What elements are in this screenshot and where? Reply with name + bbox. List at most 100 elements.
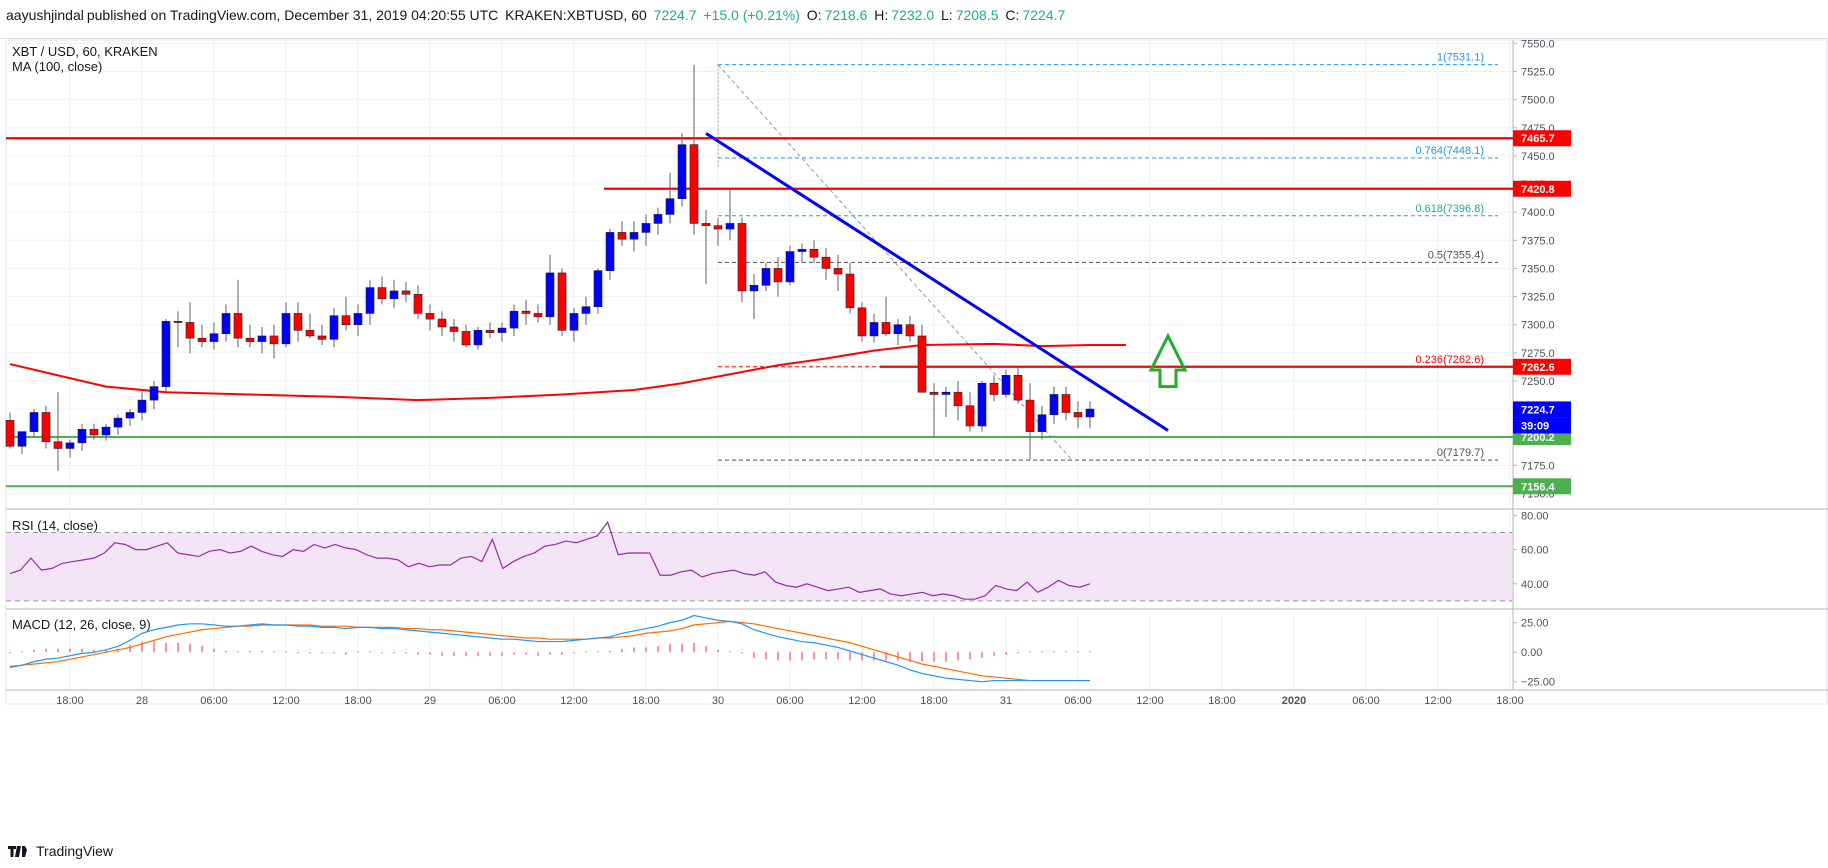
price-level-badge-text: 7262.6 [1521,362,1555,374]
bull-candle [221,313,231,335]
author-name[interactable]: aayushjindal [6,7,84,23]
rsi-y-tick-label: 60.00 [1521,545,1549,557]
bull-candle [113,417,123,428]
bull-candle [749,285,759,292]
bull-candle [569,313,579,331]
bull-candle [17,431,27,447]
x-tick-label: 18:00 [632,695,660,707]
bear-candle [917,335,927,393]
bull-candle [893,324,903,335]
y-tick-label: 7275.0 [1521,348,1555,360]
bear-candle [701,223,711,226]
y-tick-label: 7375.0 [1521,235,1555,247]
bull-candle [497,327,507,333]
bear-candle [533,313,543,318]
x-tick-label: 31 [1000,695,1012,707]
bear-candle [689,144,699,224]
bear-candle [881,322,891,335]
x-tick-label: 12:00 [1136,695,1164,707]
bear-candle [857,307,867,337]
ma-legend-title: MA (100, close) [12,59,102,74]
x-tick-label: 28 [136,695,148,707]
macd-signal-line [9,620,1090,682]
high-value: 7232.0 [891,7,935,23]
x-tick-label: 18:00 [56,695,84,707]
bull-candle [869,322,879,337]
bear-candle [233,313,243,339]
bear-candle [1061,394,1071,413]
x-tick-label: 06:00 [488,695,516,707]
last-price-badge-text: 7224.7 [1521,404,1555,416]
bull-candle [473,330,483,346]
chart-frame [5,39,1828,705]
bear-candle [317,335,327,340]
price-chart[interactable]: 18:00 28 06:00 12:00 18:00 29 06:00 12:00 18:00 3… [0,0,1828,838]
bull-candle [605,232,615,271]
bear-candle [929,391,939,395]
bear-candle [1025,399,1035,432]
ma100-line [9,342,1126,402]
rsi-line [9,520,1091,600]
x-tick-label: 06:00 [200,695,228,707]
bull-candle [281,313,291,345]
fib-level-label: 0.236(7262.6) [1416,354,1485,366]
high-label: H: [874,7,889,23]
bull-candle [101,426,111,436]
candles [5,64,1095,471]
bull-candle [941,391,951,395]
y-tick-label: 7250.0 [1521,376,1555,388]
y-tick-label: 7325.0 [1521,292,1555,304]
price-level-badge-text: 7200.2 [1521,432,1555,444]
bull-candle [257,335,267,342]
price-level-badge-text: 7156.4 [1521,481,1556,493]
low-label: L: [941,7,953,23]
bear-candle [341,315,351,326]
bull-candle [29,412,39,432]
bull-candle [149,386,159,401]
x-tick-label: 30 [712,695,724,707]
countdown-badge [1513,417,1571,434]
open-value: 7218.6 [824,7,868,23]
bear-candle [845,273,855,309]
rsi-y-tick-label: 80.00 [1521,510,1549,522]
x-tick-label: 18:00 [1208,695,1236,707]
bullish-arrow-icon [1148,332,1188,389]
footer-brand[interactable]: TradingView [36,843,114,859]
bull-candle [389,290,399,300]
bull-candle [581,306,591,314]
bear-candle [989,382,999,395]
bear-candle [185,322,195,339]
x-tick-label: 12:00 [1424,695,1452,707]
price-level-badge [1513,478,1571,495]
macd-line [9,614,1090,683]
countdown-badge-text: 39:09 [1521,420,1549,432]
x-tick-label: 18:00 [1496,695,1524,707]
bear-candle [425,313,435,320]
bull-candle [785,251,795,283]
x-tick-label: 12:00 [848,695,876,707]
rsi-pane-title: RSI (14, close) [12,518,98,533]
macd-y-tick-label: 0.00 [1521,647,1542,659]
bear-candle [485,330,495,333]
bear-candle [461,331,471,346]
footer: TradingView [8,838,113,864]
price-level-badge [1513,180,1571,197]
bull-candle [509,310,519,329]
bear-candle [305,330,315,337]
bull-candle [353,313,363,326]
rsi-y-tick-label: 40.00 [1521,579,1549,591]
y-tick-label: 7500.0 [1521,95,1555,107]
price-level-badge-text: 7465.7 [1521,133,1555,145]
fib-level-label: 0.618(7396.8) [1416,203,1485,215]
close-label: C: [1005,7,1020,23]
bear-candle [905,324,915,337]
bear-candle [377,287,387,300]
bear-candle [437,318,447,328]
last-price: 7224.7 [653,7,697,23]
tradingview-logo-icon[interactable] [8,844,30,858]
bull-candle [653,214,663,224]
bull-candle [629,232,639,240]
price-change: +15.0 (+0.21%) [703,7,800,23]
bull-candle [977,382,987,427]
bull-candle [77,429,87,444]
